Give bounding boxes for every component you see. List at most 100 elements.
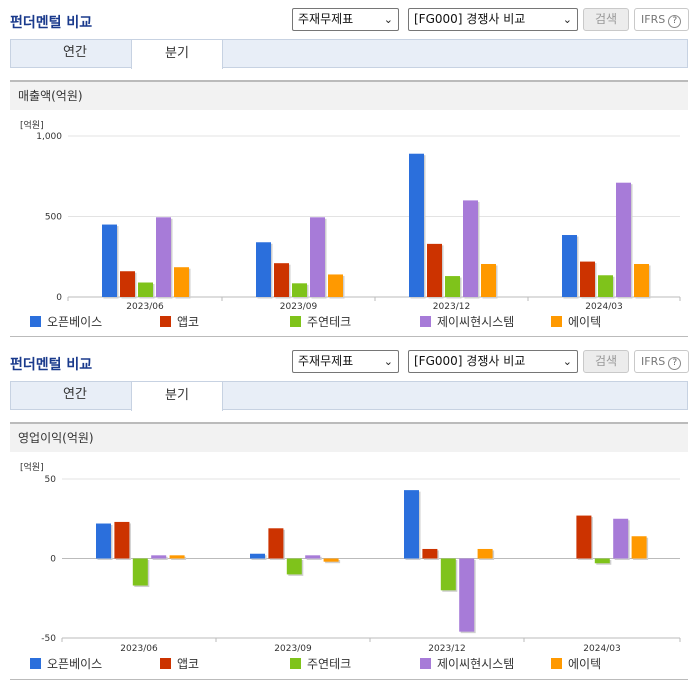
bar [580,261,595,297]
legend-item-4[interactable]: 제이씨현시스템 [420,313,514,330]
y-tick-label: 0 [50,555,56,565]
legend-item-1[interactable]: 오픈베이스 [30,655,102,672]
legend-item-5[interactable]: 에이텍 [551,655,601,672]
bar [422,548,438,559]
bar [463,200,478,297]
revenue-chart: 0 500 1,000 2023/06 2023/09 2023/12 2024/03 [36,132,681,312]
compare-group-value: [FG000] 경쟁사 비교 [414,354,526,368]
compare-group-select[interactable]: [FG000] 경쟁사 비교 ⌄ [408,8,578,31]
panel-header: 펀더멘털 비교 주재무제표 ⌄ [FG000] 경쟁사 비교 ⌄ 검색 IFRS… [0,0,696,34]
bar [616,182,631,297]
x-category-label: 2024/03 [583,644,620,654]
legend-label: 오픈베이스 [47,315,103,329]
bar [250,553,265,559]
bar [274,263,289,297]
bar [323,558,339,562]
bar [598,275,613,297]
legend-item-2[interactable]: 앱코 [160,655,199,672]
search-button[interactable]: 검색 [583,8,629,31]
bar [268,528,284,559]
tab-annual[interactable]: 연간 [63,45,87,60]
bar [132,558,148,586]
period-tabs: 연간 분기 [10,39,688,69]
compare-group-value: [FG000] 경쟁사 비교 [414,12,526,26]
bar [310,217,325,297]
legend-label: 주연테크 [307,657,352,671]
chevron-down-icon: ⌄ [562,13,572,26]
x-category-label: 2023/12 [428,644,465,654]
legend-item-1[interactable]: 오픈베이스 [30,313,102,330]
bar [427,243,442,297]
bar [96,523,111,559]
legend-label: 앱코 [177,657,200,671]
bar [634,263,649,297]
page-title: 펀더멘털 비교 [10,357,93,373]
legend-item-3[interactable]: 주연테크 [290,313,351,330]
tab-quarter[interactable]: 분기 [131,381,223,411]
y-tick-label: 1,000 [36,132,62,142]
bar [594,558,610,564]
x-category-label: 2023/09 [280,302,318,312]
bar [613,518,629,559]
bar [292,283,307,297]
legend-swatch [30,316,41,327]
compare-group-select[interactable]: [FG000] 경쟁사 비교 ⌄ [408,350,578,373]
bar [576,515,592,559]
legend-item-5[interactable]: 에이텍 [551,313,601,330]
help-icon[interactable]: ? [668,15,682,28]
report-type-select[interactable]: 주재무제표 ⌄ [292,8,399,31]
report-type-select[interactable]: 주재무제표 ⌄ [292,350,399,373]
legend-swatch [551,316,562,327]
bar [328,274,343,297]
chevron-down-icon: ⌄ [562,355,572,368]
bar [477,548,493,559]
legend-label: 주연테크 [307,315,352,329]
bar [138,282,153,297]
y-tick-label: 50 [45,475,57,485]
legend-item-3[interactable]: 주연테크 [290,655,351,672]
legend-swatch [30,658,41,669]
period-tabs: 연간 분기 [10,381,688,411]
search-button[interactable]: 검색 [583,350,629,373]
legend-swatch [551,658,562,669]
x-category-label: 2023/09 [274,644,312,654]
bar [305,555,321,559]
panel-revenue: 펀더멘털 비교 주재무제표 ⌄ [FG000] 경쟁사 비교 ⌄ 검색 IFRS… [0,0,696,340]
x-category-label: 2023/06 [120,644,158,654]
chart-legend: 오픈베이스 앱코 주연테크 제이씨현시스템 에이텍 [30,655,670,671]
ifrs-label: IFRS [641,355,666,368]
ifrs-button[interactable]: IFRS? [634,350,689,373]
tab-annual[interactable]: 연간 [63,387,87,402]
x-category-label: 2023/12 [433,302,470,312]
y-tick-label: -50 [41,634,56,644]
report-type-value: 주재무제표 [298,354,354,368]
y-axis-unit: [억원] [20,121,44,131]
y-axis-unit: [억원] [20,463,44,473]
bar [151,555,167,559]
bar [102,224,117,297]
ifrs-button[interactable]: IFRS? [634,8,689,31]
legend-label: 제이씨현시스템 [437,315,515,329]
y-tick-label: 500 [45,213,62,223]
x-category-label: 2024/03 [585,302,622,312]
tab-quarter[interactable]: 분기 [131,39,223,69]
ifrs-label: IFRS [641,13,666,26]
bar [169,555,185,559]
legend-swatch [160,658,171,669]
divider [10,679,688,680]
x-category-label: 2023/06 [126,302,164,312]
section-title: 매출액(억원) [10,80,688,110]
help-icon[interactable]: ? [668,357,682,370]
divider [10,336,688,337]
panel-operating-profit: 펀더멘털 비교 주재무제표 ⌄ [FG000] 경쟁사 비교 ⌄ 검색 IFRS… [0,342,696,684]
legend-item-4[interactable]: 제이씨현시스템 [420,655,514,672]
legend-swatch [160,316,171,327]
bar [440,558,456,591]
bar [404,490,419,559]
legend-label: 제이씨현시스템 [437,657,515,671]
legend-item-2[interactable]: 앱코 [160,313,199,330]
bar [409,153,424,297]
legend-swatch [290,658,301,669]
bar [114,521,130,559]
chevron-down-icon: ⌄ [383,13,393,26]
